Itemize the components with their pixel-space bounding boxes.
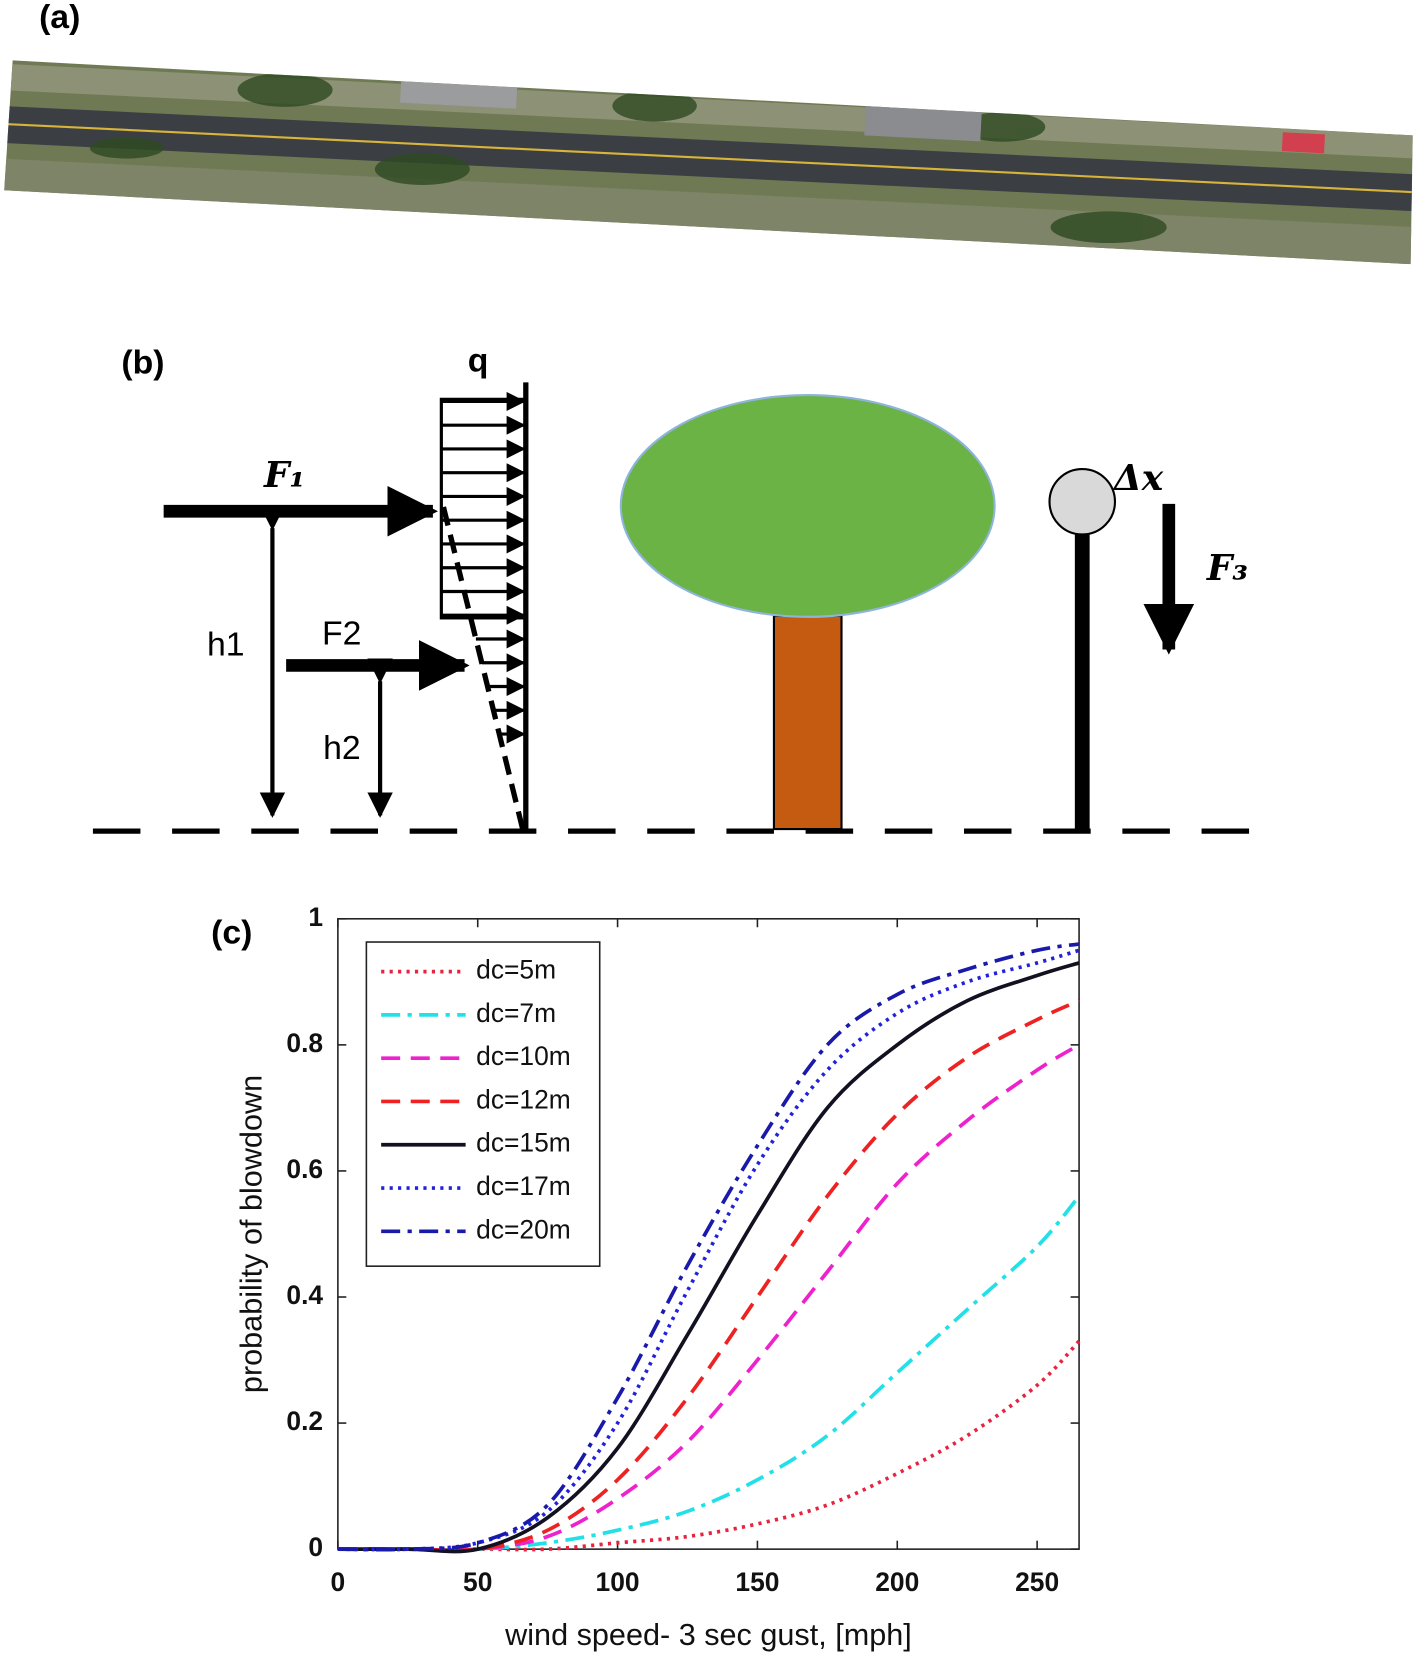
aerial-photo — [4, 60, 1413, 265]
label: h1 — [207, 625, 245, 663]
series-line — [337, 1043, 1081, 1552]
legend-box — [365, 941, 601, 1267]
legend-label: dc=20m — [476, 1214, 571, 1244]
load-block — [439, 397, 528, 620]
series-line — [337, 1194, 1081, 1552]
y-tick-label: 0.2 — [286, 1406, 323, 1436]
legend-label: dc=7m — [476, 998, 556, 1028]
y-tick-label: 0.6 — [286, 1154, 323, 1184]
diagram — [92, 382, 1278, 834]
x-tick-label: 250 — [1015, 1567, 1059, 1597]
x-tick-label: 150 — [735, 1567, 779, 1597]
y-tick-label: 0 — [308, 1532, 323, 1562]
x-tick-label: 100 — [596, 1567, 640, 1597]
y-tick-label: 0.4 — [286, 1280, 323, 1310]
legend-label: dc=17m — [476, 1171, 571, 1201]
y-axis-label: probability of blowdown — [234, 1075, 268, 1393]
y-tick-label: 1 — [308, 902, 323, 932]
label: F₁ — [263, 454, 305, 496]
legend-label: dc=12m — [476, 1084, 571, 1114]
label: q — [468, 341, 489, 379]
panel-label: (c) — [211, 914, 252, 952]
series-line — [337, 999, 1080, 1553]
x-tick-label: 50 — [463, 1567, 492, 1597]
legend-label: dc=10m — [476, 1041, 571, 1071]
x-tick-label: 0 — [331, 1567, 346, 1597]
label: Δx — [1112, 457, 1164, 499]
legend-label: dc=15m — [476, 1128, 571, 1158]
x-tick-label: 200 — [875, 1567, 919, 1597]
y-tick-label: 0.8 — [286, 1028, 323, 1058]
legend-label: dc=5m — [476, 955, 556, 985]
label: F2 — [322, 615, 361, 653]
panel-label: (a) — [39, 0, 80, 36]
lamp — [1048, 467, 1117, 536]
label: h2 — [323, 729, 361, 767]
label: F₃ — [1206, 547, 1248, 589]
x-axis-label: wind speed- 3 sec gust, [mph] — [504, 1618, 912, 1652]
chart: 0 50 100 150 200 250 0 0.2 0.4 0.6 0.8 1 wind speed-… — [234, 902, 1081, 1652]
series-line — [337, 942, 1080, 1552]
series-line — [337, 961, 1080, 1554]
tree-crown — [619, 394, 996, 618]
panel-label: (b) — [121, 343, 164, 381]
tree-trunk — [772, 614, 843, 831]
